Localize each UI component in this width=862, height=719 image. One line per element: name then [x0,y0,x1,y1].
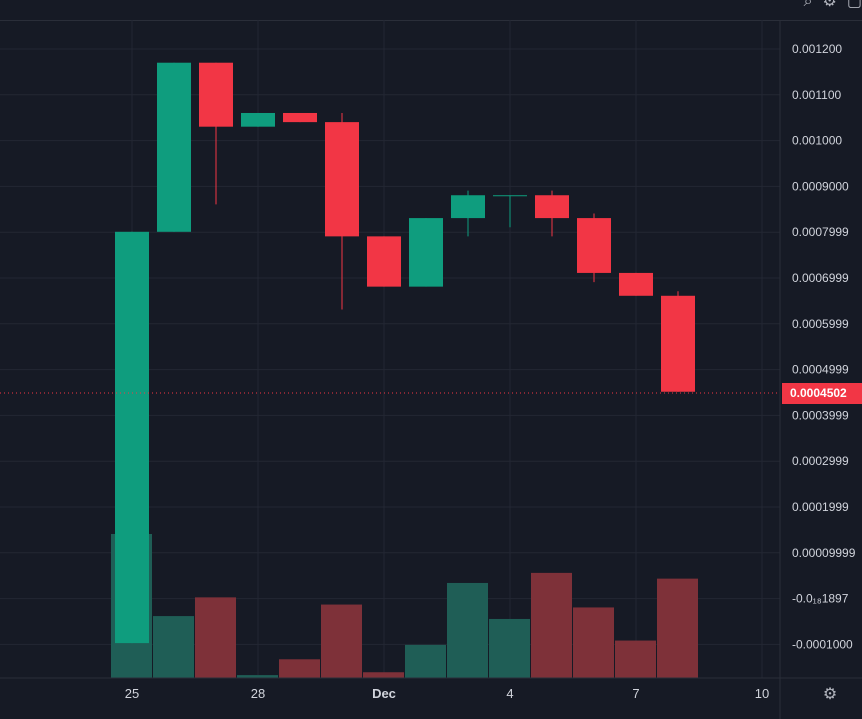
price-tick-label: 0.0009000 [792,179,849,193]
volume-bar [447,582,488,678]
candle-body [619,272,653,296]
toolbar-icons: ⌕ ⚙ ▢ [804,0,862,10]
search-icon[interactable]: ⌕ [803,0,813,10]
time-tick-label: 28 [251,686,265,701]
candle-body [661,295,695,392]
volume-bar [573,607,614,678]
volume-bar [153,616,194,678]
time-tick-label: 10 [755,686,769,701]
price-tick-label: 0.0005999 [792,317,849,331]
candle-body [199,62,233,127]
volume-bar [531,572,572,678]
price-tick-label: -0.0001000 [792,637,853,651]
price-tick-label: -0.0₁₈1897 [792,592,849,606]
candle-body [283,112,317,123]
price-tick-label: 0.001000 [792,134,842,148]
candle-body [535,195,569,219]
volume-bar [321,604,362,678]
candles [115,62,695,644]
candle-body [493,195,527,197]
volume-bar [279,659,320,678]
gear-icon[interactable]: ⚙ [822,686,838,703]
candle-body [241,112,275,127]
candlestick-chart: 0.001200 0.001100 0.001000 0.0009000 0.00079… [0,20,862,719]
candle-body [115,231,149,644]
volume-bar [615,640,656,678]
volume-bars [111,534,698,678]
candle-body [451,195,485,219]
candle-body [409,218,443,287]
time-tick-label: 7 [632,686,639,701]
price-tick-label: 0.0003999 [792,408,849,422]
volume-bar [237,675,278,678]
gear-icon[interactable]: ⚙ [822,0,837,10]
price-axis: 0.001200 0.001100 0.001000 0.0009000 0.00079… [779,20,856,719]
time-axis: 25 28 Dec 4 7 10 [0,677,862,701]
volume-bar [363,672,404,678]
last-price-badge: 0.0004502 [782,383,862,404]
candle-body [157,62,191,232]
price-tick-label: 0.001100 [792,88,841,102]
price-tick-label: 0.0006999 [792,271,849,285]
price-tick-label: 0.001200 [792,42,842,56]
volume-bar [195,597,236,678]
top-toolbar: ⌕ ⚙ ▢ [0,0,862,21]
candle-body [577,218,611,273]
price-tick-label: 0.0002999 [792,454,849,468]
volume-bar [489,618,530,678]
camera-icon[interactable]: ▢ [846,0,862,10]
time-tick-label: 25 [125,686,139,701]
volume-bar [657,578,698,678]
price-tick-label: 0.0007999 [792,225,849,239]
candle-body [325,122,359,237]
candle-body [367,236,401,287]
price-tick-label: 0.00009999 [792,546,856,560]
time-tick-label: Dec [372,686,396,701]
volume-bar [405,644,446,678]
price-tick-label: 0.0004999 [792,363,849,377]
price-tick-label: 0.0001999 [792,500,849,514]
time-tick-label: 4 [506,686,513,701]
